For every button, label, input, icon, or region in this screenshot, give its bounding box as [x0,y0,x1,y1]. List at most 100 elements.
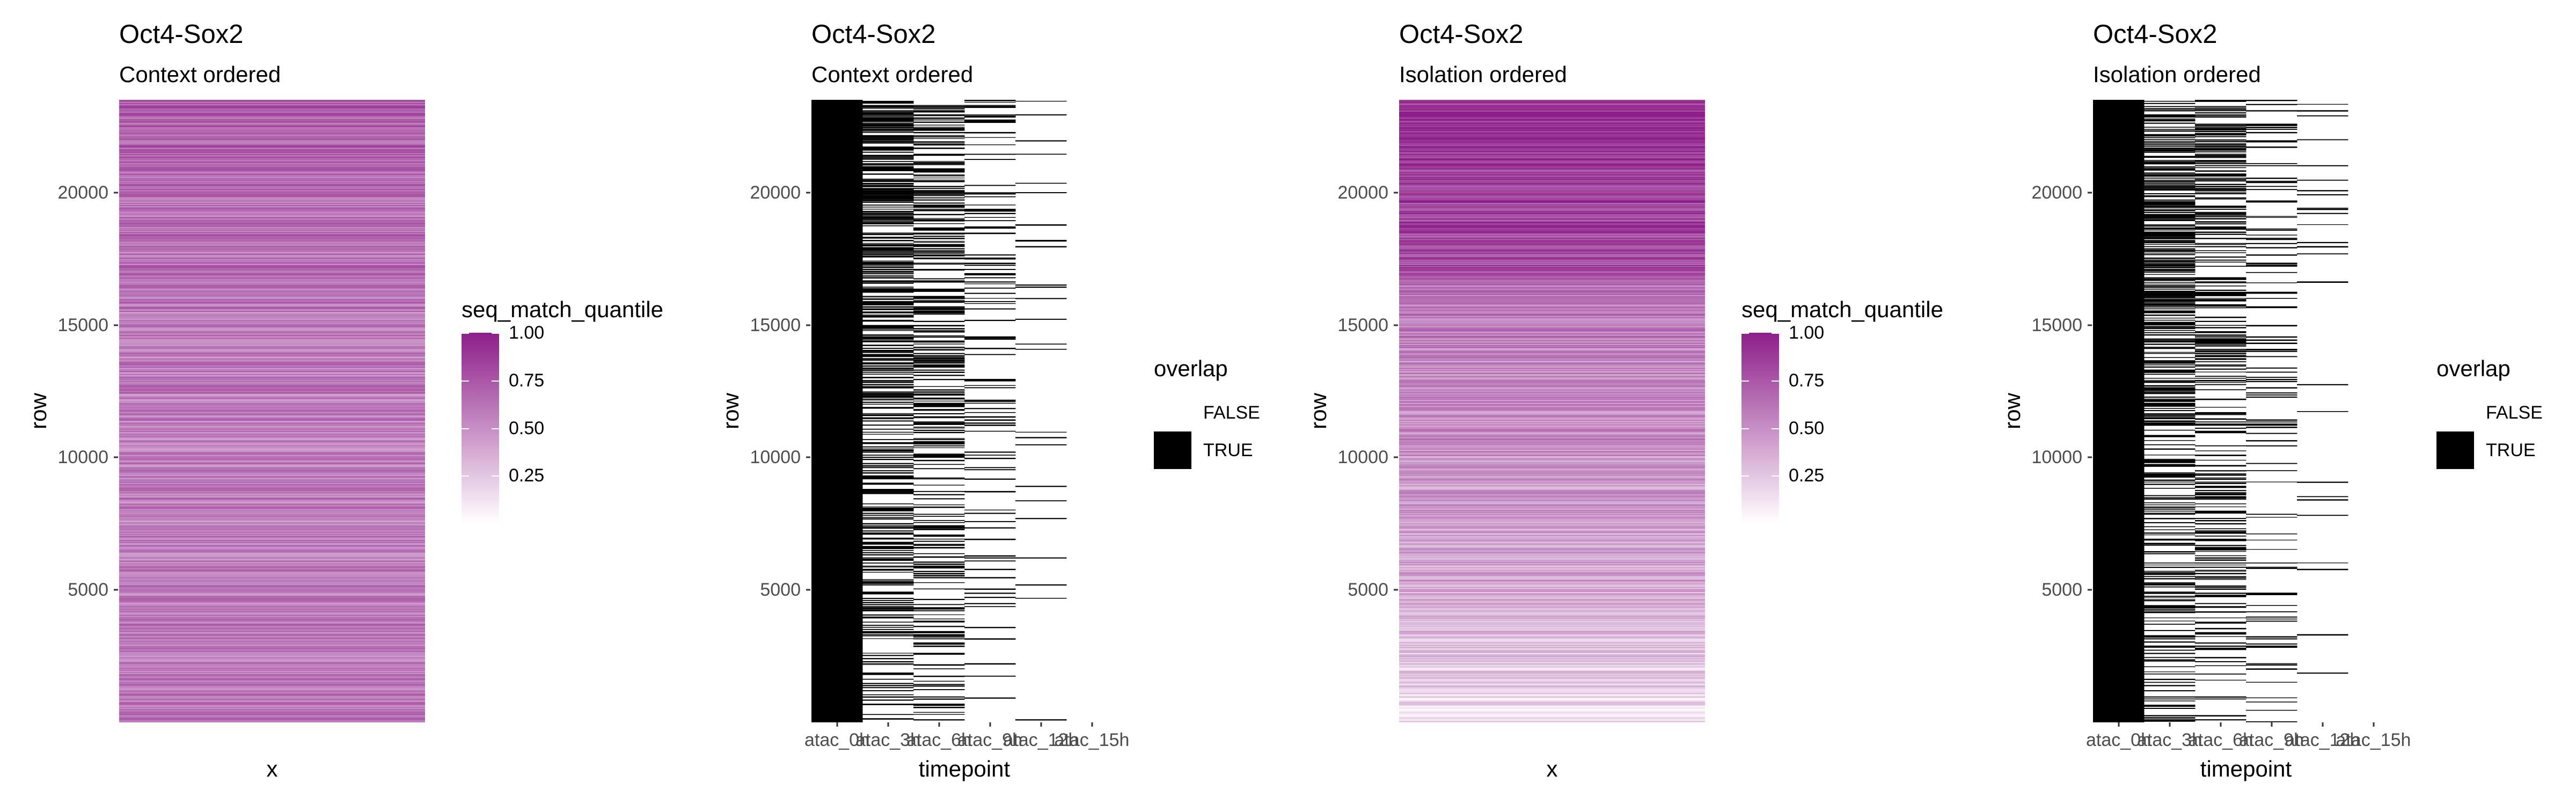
heatmap-cell [2195,450,2246,451]
heatmap-cell [2246,682,2297,683]
heatmap-cell [1399,323,1705,325]
heatmap-cell [119,135,425,137]
heatmap-cell [1399,649,1705,652]
heatmap-cell [913,379,965,380]
heatmap-cell [1399,437,1705,438]
heatmap-cell [119,445,425,447]
heatmap-cell [2144,203,2196,205]
heatmap-cell [119,284,425,286]
legend-label: 0.75 [1789,370,1825,391]
heatmap-cell [119,650,425,653]
heatmap-cell [2144,169,2196,171]
heatmap-cell [2195,358,2246,360]
heatmap-cell [2195,621,2246,623]
heatmap-cell [2144,141,2196,143]
heatmap-cell [1399,502,1705,504]
heatmap-cell [119,565,425,566]
heatmap-cell [119,499,425,501]
heatmap-cell [1399,585,1705,587]
heatmap-cell [119,439,425,441]
heatmap-cell [913,409,965,410]
heatmap-cell [1015,246,1067,248]
heatmap-cell [2144,357,2196,358]
heatmap-cell [862,581,914,583]
heatmap-cell [862,661,914,663]
heatmap-cell [2246,445,2297,447]
heatmap-cell [2195,665,2246,667]
heatmap-cell [913,635,965,636]
heatmap-cell [2144,715,2196,716]
heatmap-cell [2246,129,2297,130]
heatmap-cell [119,656,425,657]
heatmap-cell [119,674,425,675]
heatmap-cell [119,398,425,400]
heatmap-cell [119,521,425,523]
heatmap-cell [2297,190,2348,192]
heatmap-cell [119,117,425,119]
heatmap-cell [862,233,914,236]
heatmap-cell [119,716,425,718]
heatmap-cell [1399,184,1705,186]
heatmap-cell [913,527,965,529]
heatmap-cell [119,574,425,576]
heatmap-cell [913,130,965,131]
heatmap-cell [2144,250,2196,251]
heatmap-cell [913,631,965,633]
heatmap-cell [862,493,914,494]
heatmap-cell [1399,641,1705,643]
heatmap-cell [862,319,914,321]
heatmap-cell [2144,196,2196,197]
heatmap-cell [119,513,425,514]
heatmap-cell [862,658,914,660]
heatmap-cell [1399,457,1705,458]
heatmap-cell [913,171,965,173]
heatmap-cell [1399,190,1705,192]
heatmap-cell [2195,412,2246,414]
heatmap-cell [2144,674,2196,675]
heatmap-cell [2195,327,2246,328]
heatmap-cell [913,680,965,682]
heatmap-cell [1015,240,1067,241]
heatmap-cell [2144,319,2196,321]
heatmap-cell [119,208,425,209]
heatmap-cell [964,627,1016,628]
heatmap-cell [964,402,1016,404]
heatmap-cell [1399,511,1705,514]
heatmap-cell [119,138,425,140]
heatmap-cell [119,235,425,236]
heatmap-cell [119,305,425,307]
heatmap-cell [2144,312,2196,313]
heatmap-cell [119,268,425,269]
heatmap-cell [862,103,914,104]
heatmap-cell [1015,486,1067,487]
heatmap-cell [1399,100,1705,103]
heatmap-cell [862,621,914,623]
heatmap-cell [862,291,914,293]
heatmap-cell [119,191,425,193]
heatmap-cell [1399,669,1705,671]
heatmap-cell [964,185,1016,186]
heatmap-cell [2195,184,2246,185]
heatmap-cell [2195,259,2246,261]
heatmap-cell [2144,229,2196,231]
heatmap-cell [1399,650,1705,653]
heatmap-cell [1399,689,1705,691]
heatmap-cell [913,604,965,605]
heatmap-cell [1399,352,1705,354]
heatmap-cell [1399,685,1705,686]
heatmap-cell [913,355,965,356]
heatmap-cell [862,147,914,149]
heatmap-cell [2195,539,2246,541]
heatmap-cell [913,194,965,195]
heatmap-cell [862,302,914,304]
heatmap-cell [2144,339,2196,341]
heatmap-cell [2246,100,2297,101]
heatmap-cell [862,367,914,369]
heatmap-cell [1399,164,1705,166]
heatmap-cell [1399,545,1705,546]
heatmap-cell [964,213,1016,215]
heatmap-cell [862,114,914,115]
heatmap-cell [2144,173,2196,174]
heatmap-cell [119,388,425,390]
heatmap-cell [2195,250,2246,251]
